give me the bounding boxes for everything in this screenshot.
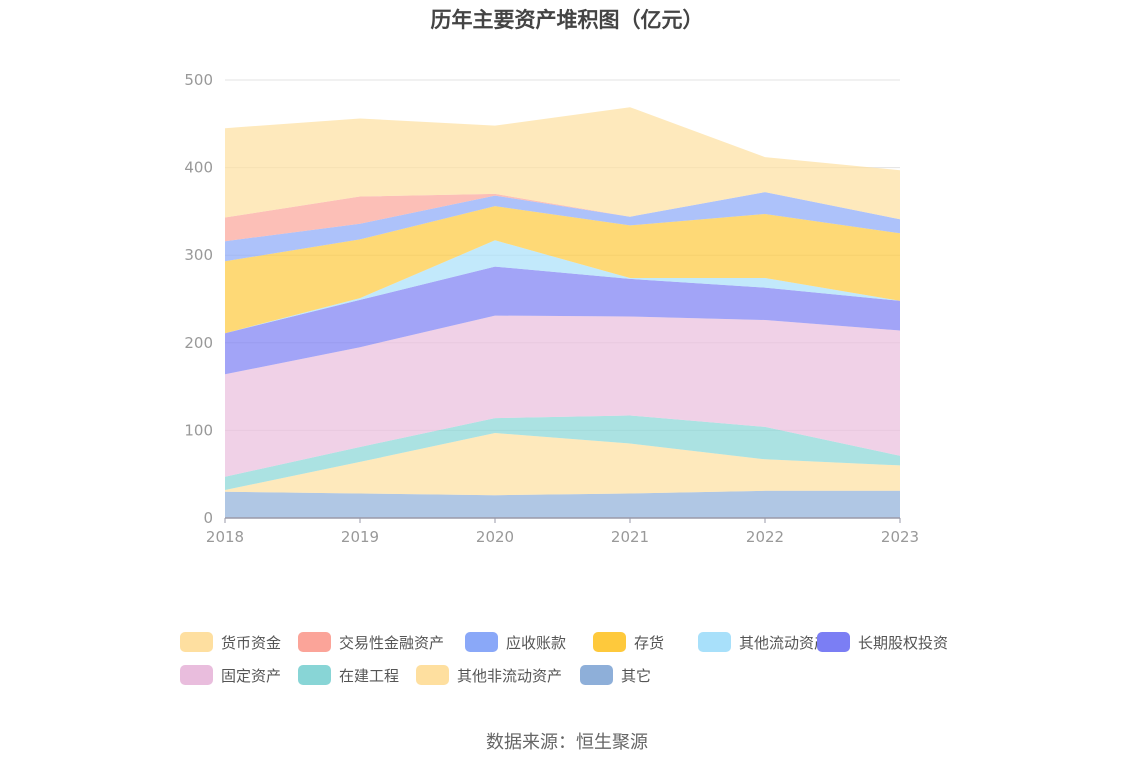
- legend-swatch: [416, 665, 449, 685]
- legend-label: 应收账款: [506, 633, 567, 652]
- area-series-长期股权投资: [225, 266, 900, 375]
- legend-item[interactable]: 其他非流动资产: [416, 663, 562, 687]
- area-series-其它: [225, 490, 900, 518]
- area-series-固定资产: [225, 315, 900, 477]
- legend-label: 其他流动资产: [739, 633, 830, 652]
- chart-title: 历年主要资产堆积图（亿元）: [430, 8, 704, 32]
- legend-swatch: [180, 632, 213, 652]
- x-tick-label: 2022: [746, 528, 784, 546]
- x-tick-label: 2023: [881, 528, 919, 546]
- y-tick-label: 100: [184, 421, 213, 439]
- legend-swatch: [698, 632, 731, 652]
- series-areas: [225, 107, 900, 518]
- x-tick-label: 2018: [206, 528, 244, 546]
- y-tick-label: 200: [184, 334, 213, 352]
- y-tick-label: 500: [184, 71, 213, 89]
- x-tick-label: 2020: [476, 528, 514, 546]
- legend-label: 固定资产: [221, 666, 282, 685]
- legend-label: 货币资金: [221, 633, 282, 652]
- legend-label: 在建工程: [339, 666, 400, 685]
- area-series-存货: [225, 206, 900, 334]
- area-series-交易性金融资产: [225, 192, 900, 242]
- legend-item[interactable]: 长期股权投资: [817, 630, 948, 654]
- legend-item[interactable]: 存货: [593, 630, 664, 654]
- y-tick-label: 400: [184, 159, 213, 177]
- area-series-应收账款: [225, 192, 900, 262]
- legend-swatch: [817, 632, 850, 652]
- area-series-货币资金: [225, 107, 900, 220]
- source-note: 数据来源：恒生聚源: [486, 732, 648, 753]
- legend-label: 其他非流动资产: [457, 666, 563, 685]
- axes: 0 100 200 300 400 500 2018 2019 2020 2021 2022 2023: [184, 71, 919, 546]
- legend-swatch: [180, 665, 213, 685]
- stacked-area-chart: 0 100 200 300 400 500 2018 2019 2020 2021 2022 2023: [184, 71, 919, 546]
- legend-item[interactable]: 其它: [580, 663, 651, 687]
- legend-swatch: [465, 632, 498, 652]
- legend-item[interactable]: 在建工程: [298, 663, 399, 687]
- legend-item[interactable]: 应收账款: [465, 630, 566, 654]
- legend-item[interactable]: 货币资金: [180, 630, 281, 654]
- area-series-其他非流动资产: [225, 433, 900, 496]
- y-tick-label: 0: [203, 509, 213, 527]
- legend-label: 长期股权投资: [858, 633, 949, 652]
- legend-label: 交易性金融资产: [339, 633, 445, 652]
- legend-item[interactable]: 交易性金融资产: [298, 630, 444, 654]
- legend-swatch: [580, 665, 613, 685]
- area-series-其他流动资产: [225, 240, 900, 334]
- legend-label: 存货: [634, 633, 665, 652]
- y-tick-label: 300: [184, 246, 213, 264]
- legend-swatch: [298, 632, 331, 652]
- legend-label: 其它: [621, 666, 652, 685]
- legend-swatch: [593, 632, 626, 652]
- legend-item[interactable]: 其他流动资产: [698, 630, 829, 654]
- legend-item[interactable]: 固定资产: [180, 663, 281, 687]
- area-series-在建工程: [225, 415, 900, 490]
- legend-swatch: [298, 665, 331, 685]
- x-tick-label: 2021: [611, 528, 649, 546]
- x-tick-label: 2019: [341, 528, 379, 546]
